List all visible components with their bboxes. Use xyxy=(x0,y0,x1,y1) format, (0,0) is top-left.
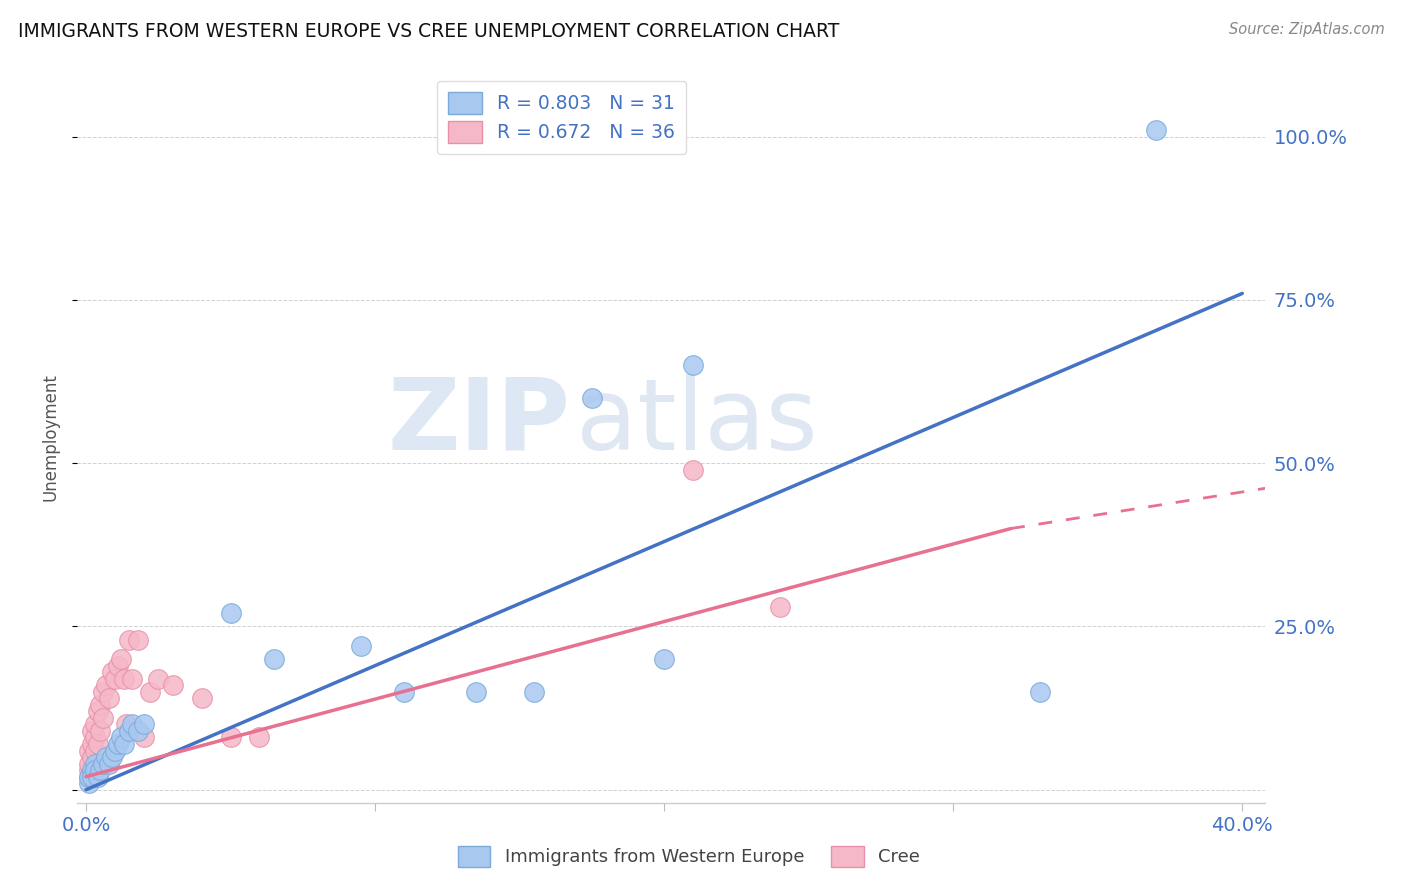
Point xyxy=(121,717,143,731)
Point xyxy=(132,717,155,731)
Point xyxy=(1029,685,1052,699)
Point xyxy=(104,672,127,686)
Point xyxy=(77,763,100,777)
Point xyxy=(83,756,105,771)
Point xyxy=(77,770,100,784)
Point xyxy=(77,776,100,790)
Point xyxy=(86,705,108,719)
Point xyxy=(107,658,129,673)
Point xyxy=(101,665,124,680)
Point xyxy=(80,737,103,751)
Point xyxy=(80,750,103,764)
Point xyxy=(112,737,135,751)
Point xyxy=(249,731,271,745)
Point xyxy=(80,763,103,777)
Point xyxy=(93,685,115,699)
Point xyxy=(465,685,488,699)
Point xyxy=(80,723,103,738)
Point xyxy=(80,770,103,784)
Point xyxy=(110,731,132,745)
Point xyxy=(1144,123,1167,137)
Point xyxy=(132,731,155,745)
Point xyxy=(96,750,118,764)
Point xyxy=(112,672,135,686)
Point xyxy=(148,672,170,686)
Point xyxy=(107,737,129,751)
Point xyxy=(682,358,704,372)
Point xyxy=(652,652,675,666)
Point xyxy=(86,737,108,751)
Point xyxy=(98,756,121,771)
Point xyxy=(83,743,105,757)
Point xyxy=(392,685,415,699)
Legend: R = 0.803   N = 31, R = 0.672   N = 36: R = 0.803 N = 31, R = 0.672 N = 36 xyxy=(437,81,686,154)
Point xyxy=(219,607,242,621)
Point xyxy=(263,652,285,666)
Point xyxy=(96,678,118,692)
Point xyxy=(86,770,108,784)
Point xyxy=(104,743,127,757)
Y-axis label: Unemployment: Unemployment xyxy=(41,373,59,501)
Point xyxy=(581,391,603,405)
Point xyxy=(89,698,111,712)
Point xyxy=(162,678,184,692)
Point xyxy=(769,599,792,614)
Point xyxy=(93,756,115,771)
Point xyxy=(127,723,149,738)
Text: ZIP: ZIP xyxy=(388,374,571,471)
Point xyxy=(101,750,124,764)
Point xyxy=(98,691,121,706)
Point xyxy=(77,743,100,757)
Point xyxy=(190,691,212,706)
Legend: Immigrants from Western Europe, Cree: Immigrants from Western Europe, Cree xyxy=(450,838,928,874)
Point xyxy=(77,770,100,784)
Point xyxy=(127,632,149,647)
Point xyxy=(83,717,105,731)
Point xyxy=(523,685,546,699)
Text: atlas: atlas xyxy=(576,374,818,471)
Text: Source: ZipAtlas.com: Source: ZipAtlas.com xyxy=(1229,22,1385,37)
Point xyxy=(110,652,132,666)
Text: IMMIGRANTS FROM WESTERN EUROPE VS CREE UNEMPLOYMENT CORRELATION CHART: IMMIGRANTS FROM WESTERN EUROPE VS CREE U… xyxy=(18,22,839,41)
Point xyxy=(89,763,111,777)
Point xyxy=(349,639,371,653)
Point xyxy=(83,763,105,777)
Point xyxy=(138,685,160,699)
Point xyxy=(115,717,138,731)
Point xyxy=(93,711,115,725)
Point xyxy=(682,463,704,477)
Point xyxy=(89,723,111,738)
Point xyxy=(118,632,141,647)
Point xyxy=(121,672,143,686)
Point xyxy=(118,723,141,738)
Point xyxy=(77,756,100,771)
Point xyxy=(219,731,242,745)
Point xyxy=(83,731,105,745)
